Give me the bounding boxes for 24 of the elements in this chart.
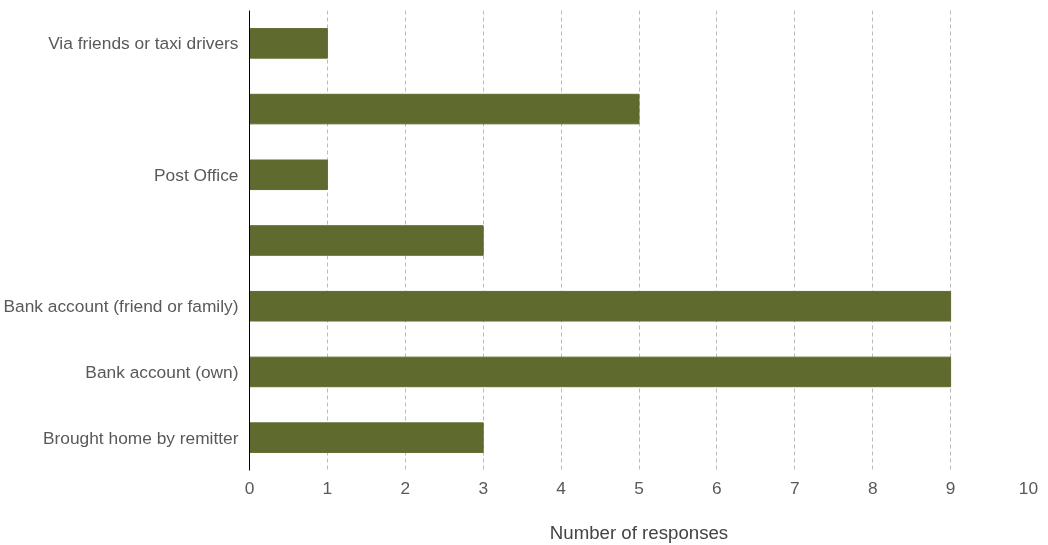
x-tick-label: 4	[556, 477, 567, 498]
bar	[249, 93, 640, 125]
bar	[249, 159, 328, 191]
y-tick-label: Via friends or taxi drivers	[48, 33, 239, 54]
x-tick-label: 10	[1018, 477, 1039, 498]
x-tick-label: 5	[634, 477, 644, 498]
bar	[249, 225, 484, 256]
x-tick-label: 8	[867, 477, 878, 498]
bar	[249, 290, 952, 322]
y-tick-label: Bank account (friend or family)	[3, 296, 239, 317]
bar	[249, 356, 952, 388]
x-tick-label: 3	[478, 477, 489, 498]
x-tick-label: 1	[322, 477, 333, 498]
x-tick-label: 7	[789, 477, 800, 498]
x-tick-label: 6	[712, 477, 722, 498]
bar	[249, 422, 484, 453]
bar	[249, 28, 328, 59]
x-axis-title: Number of responses	[549, 521, 729, 543]
y-tick-label: Bank account (own)	[85, 361, 239, 382]
y-tick-label: Brought home by remitter	[42, 427, 239, 448]
y-tick-label: Post Office	[154, 164, 239, 185]
x-tick-label: 0	[244, 477, 255, 498]
x-tick-label: 9	[945, 477, 956, 498]
x-tick-label: 2	[400, 477, 411, 498]
